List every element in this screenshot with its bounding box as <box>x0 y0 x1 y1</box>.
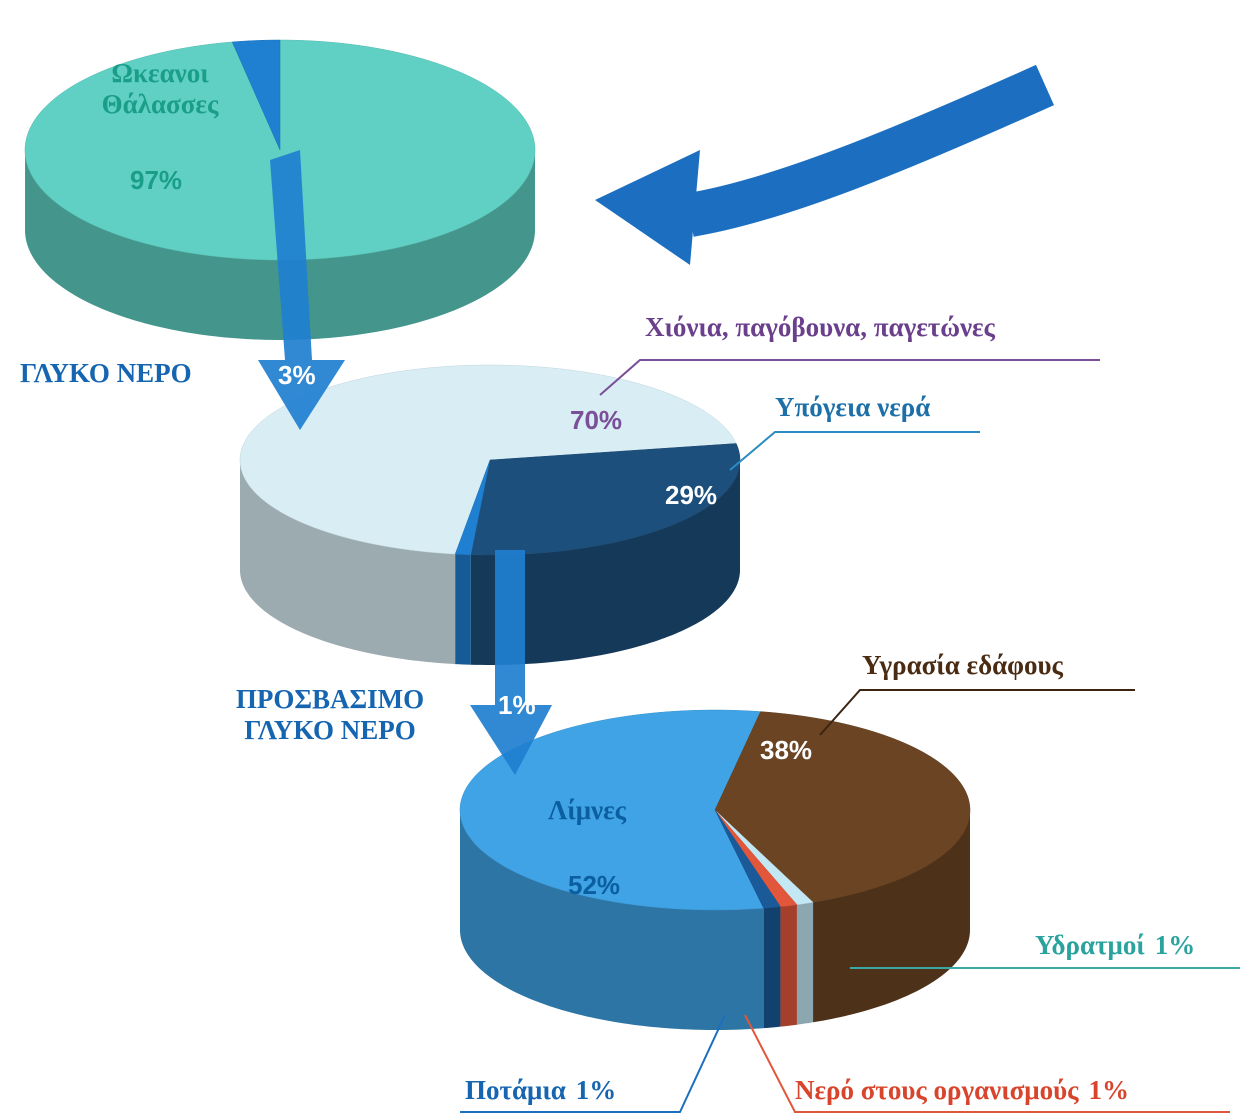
slice-name: Νερό στους οργανισμούς <box>795 1075 1079 1105</box>
pie-side <box>460 810 764 1030</box>
slice-name: Υδρατμοί <box>1035 930 1145 960</box>
slice-value: 1% <box>575 1075 617 1105</box>
flow-arrow <box>686 64 1054 237</box>
leader-line <box>744 1014 1230 1113</box>
slice-name: Ωκεανοι Θάλασσες <box>101 58 219 120</box>
pie-slice <box>231 39 281 151</box>
slice-value: 3% <box>278 360 316 390</box>
pie-side <box>25 150 535 340</box>
slice-name: ΓΛΥΚΟ ΝΕΡΟ <box>20 358 192 388</box>
slice-name: Υγρασία εδάφους <box>862 650 1063 680</box>
slice-name: ΠΡΟΣΒΑΣΙΜΟ ΓΛΥΚΟ ΝΕΡΟ <box>235 684 425 746</box>
slice-label: Ποτάμια 1% <box>465 1075 616 1106</box>
slice-name: Ποτάμια <box>465 1075 566 1105</box>
slice-value: 1% <box>1154 930 1196 960</box>
slice-value: 29% <box>665 480 718 510</box>
slice-value: 70% <box>570 405 623 435</box>
pie-side <box>796 902 814 1025</box>
leader-line <box>729 431 980 471</box>
slice-name: Υπόγεια νερά <box>775 392 931 422</box>
drop-arrow <box>258 150 345 430</box>
pie-slice <box>459 709 765 911</box>
slice-label: Υδρατμοί 1% <box>1035 930 1195 961</box>
pie-side <box>455 554 471 665</box>
leader-line <box>599 359 1100 396</box>
slice-value: 38% <box>760 735 813 765</box>
slice-value: 1% <box>498 690 536 720</box>
slice-value: 52% <box>568 870 621 900</box>
pie-side <box>763 906 781 1029</box>
pie-slice <box>454 459 491 555</box>
leader-line <box>460 1014 726 1113</box>
flow-arrow-head <box>595 150 700 265</box>
leader-line <box>819 689 1135 736</box>
pie-side <box>240 461 456 665</box>
pie-side <box>813 810 970 1023</box>
pie-slice <box>470 443 741 556</box>
drop-arrow <box>470 550 552 775</box>
pie-slice <box>714 809 781 909</box>
slice-name: Λίμνες <box>548 795 627 825</box>
pie-side <box>470 460 740 665</box>
pies <box>24 39 971 1030</box>
slice-label: Νερό στους οργανισμούς 1% <box>795 1075 1129 1106</box>
slice-name: Χιόνια, παγόβουνα, παγετώνες <box>645 312 995 342</box>
pie-side <box>780 904 797 1027</box>
slice-value: 97% <box>130 165 183 195</box>
slice-value: 1% <box>1088 1075 1130 1105</box>
pie-slice <box>714 711 971 903</box>
